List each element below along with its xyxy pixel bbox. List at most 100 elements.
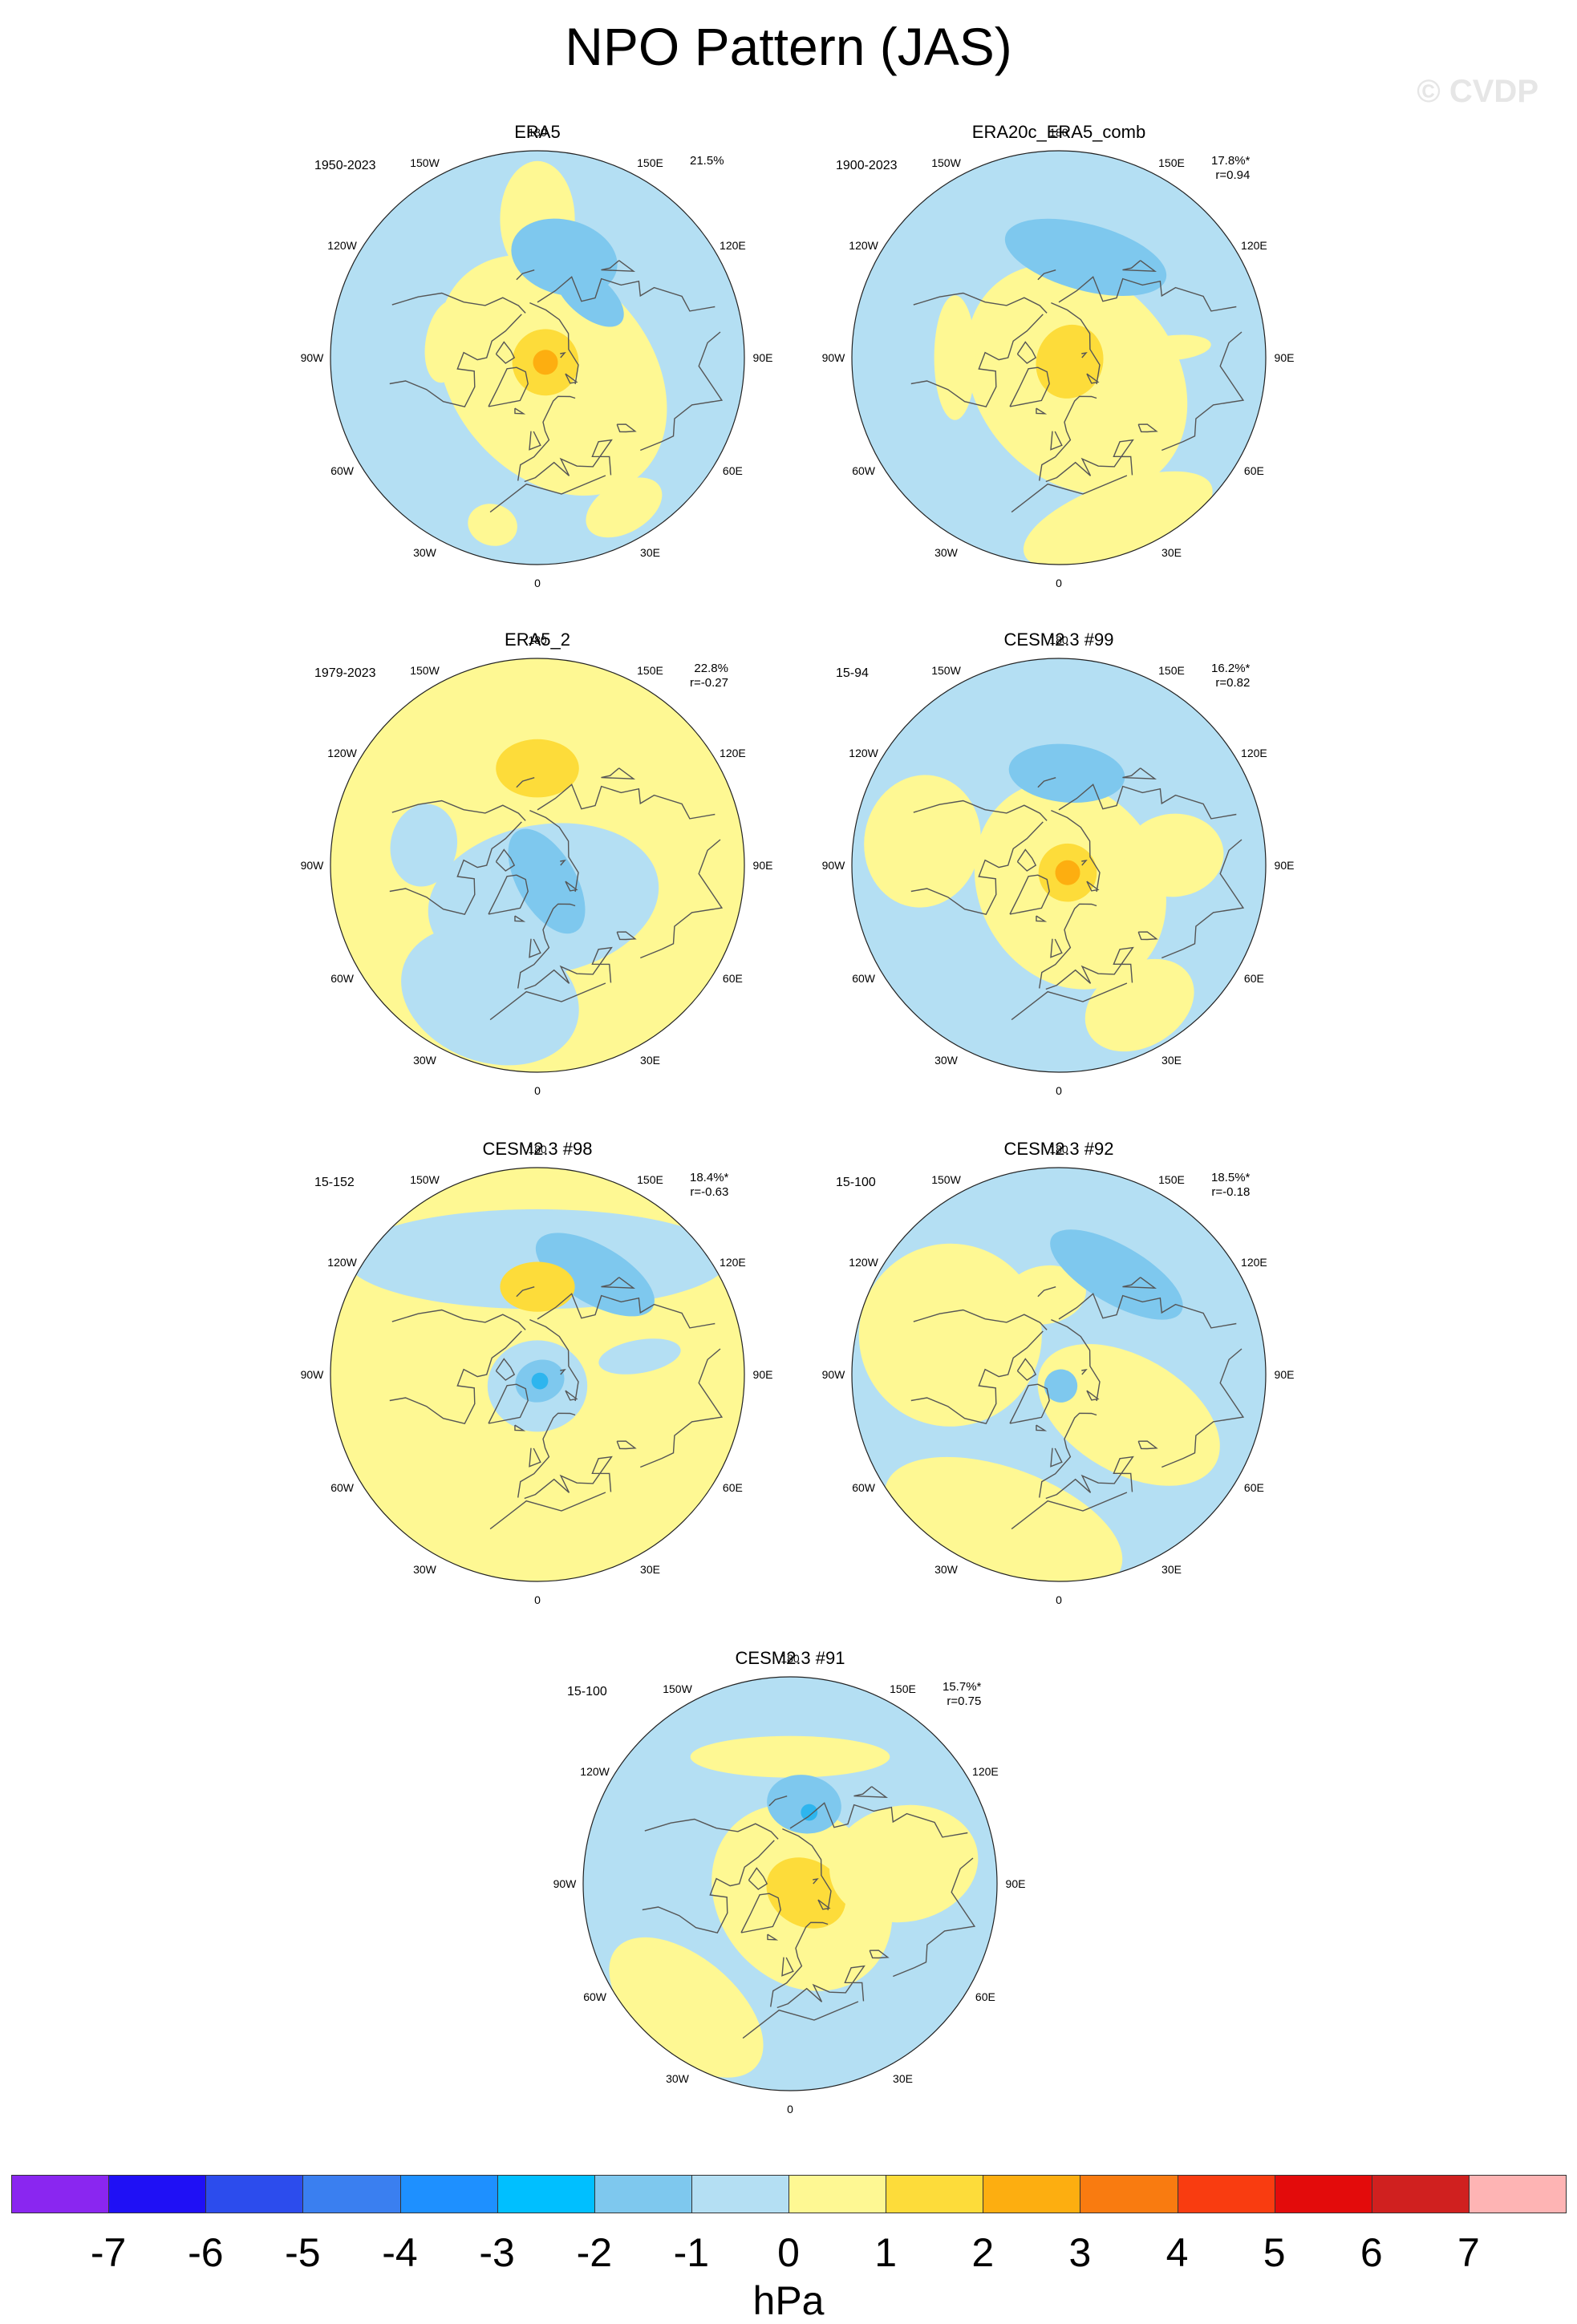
pattern-correlation: r=0.82 — [1215, 676, 1251, 690]
colorbar-tick-label: 4 — [1166, 2230, 1189, 2275]
coastline — [1050, 1447, 1063, 1468]
meridian-label: 0 — [1056, 1084, 1062, 1097]
coastline — [565, 881, 578, 892]
coastline — [389, 821, 522, 916]
panel-title: CESM2.3 #98 — [482, 1139, 593, 1159]
coastline — [616, 1440, 637, 1450]
meridian-label: 90W — [300, 351, 324, 364]
panel-period: 15-94 — [836, 666, 869, 680]
polar-map — [851, 658, 1267, 1073]
coastline — [1081, 859, 1088, 866]
meridian-label: 180 — [1049, 126, 1068, 139]
coastline — [529, 431, 541, 451]
positive-anomaly — [766, 1857, 846, 1929]
coastline — [560, 859, 566, 866]
coastline — [1011, 982, 1128, 1021]
meridian-label: 90E — [1274, 351, 1295, 364]
panel-title: ERA20c_ERA5_comb — [971, 122, 1146, 142]
pattern-correlation: r=-0.18 — [1211, 1185, 1251, 1199]
colorbar-swatch — [691, 2175, 789, 2213]
coastline — [1161, 1348, 1245, 1468]
meridian-label: 60E — [722, 1480, 743, 1494]
negative-anomaly — [598, 1338, 681, 1375]
positive-anomaly — [690, 1735, 890, 1778]
coastline — [1036, 1424, 1048, 1431]
colorbar-swatch — [1177, 2175, 1275, 2213]
meridian-label: 30W — [934, 1563, 958, 1577]
meridian-label: 60W — [852, 1480, 875, 1494]
coastline — [565, 1390, 578, 1401]
coastline — [489, 475, 606, 513]
meridian-label: 60E — [1243, 1480, 1264, 1494]
meridian-label: 90W — [821, 351, 845, 364]
map-border — [851, 658, 1267, 1073]
coastline — [1016, 1358, 1037, 1381]
colorbar-swatch — [788, 2175, 887, 2213]
coastline — [517, 1412, 576, 1498]
coastline — [640, 1348, 724, 1468]
coastline — [1050, 431, 1063, 451]
negative-anomaly — [801, 1804, 818, 1821]
coastline — [1137, 423, 1158, 433]
meridian-label: 180 — [1049, 1143, 1068, 1156]
coastline — [1037, 777, 1056, 788]
colorbar-tick-label: 6 — [1360, 2230, 1383, 2275]
colorbar-swatch — [594, 2175, 692, 2213]
positive-anomaly — [934, 295, 976, 420]
variance-percent: 15.7%* — [943, 1680, 982, 1694]
coastline — [1122, 260, 1157, 272]
polar-map — [330, 1167, 745, 1582]
coastline — [488, 366, 529, 407]
meridian-label: 180 — [1049, 634, 1068, 646]
meridian-label: 120W — [327, 746, 357, 759]
positive-anomaly — [609, 1937, 764, 2078]
colorbar — [11, 2175, 1567, 2215]
colorbar-tick-label: 5 — [1263, 2230, 1286, 2275]
meridian-label: 60W — [852, 971, 875, 985]
colorbar-tick-label: 1 — [874, 2230, 897, 2275]
panel-stats: 18.5%* r=-0.18 — [1211, 1171, 1250, 1200]
coastline — [516, 1286, 535, 1298]
coastline — [495, 848, 516, 872]
meridian-label: 30E — [640, 546, 660, 560]
meridian-label: 120W — [327, 1255, 357, 1269]
polar-map — [851, 1167, 1267, 1582]
coastline — [1016, 848, 1037, 872]
coastline — [495, 341, 516, 364]
colorbar-tick-label: -4 — [382, 2230, 418, 2275]
coastline — [391, 292, 526, 314]
variance-percent: 18.5%* — [1211, 1171, 1251, 1184]
coastline — [1122, 1277, 1157, 1289]
meridian-label: 120E — [972, 1764, 999, 1778]
coastline — [560, 351, 566, 358]
coastline — [514, 407, 526, 415]
coastline — [1081, 1368, 1088, 1375]
meridian-label: 120E — [1241, 238, 1267, 252]
meridian-label: 120W — [327, 238, 357, 252]
meridian-label: 30E — [1161, 1054, 1182, 1067]
colorbar-swatch — [205, 2175, 304, 2213]
positive-anomaly — [468, 504, 517, 546]
coastline — [537, 1293, 716, 1329]
meridian-label: 150E — [637, 1172, 663, 1186]
panel-period: 1979-2023 — [314, 666, 376, 680]
meridian-label: 60E — [722, 971, 743, 985]
meridian-label: 30E — [893, 2072, 913, 2086]
coastline — [489, 982, 606, 1021]
coastline — [601, 260, 636, 272]
polar-map — [330, 150, 745, 565]
map-panel: ERA5_2 1979-2023 22.8% r=-0.27 180 150E 120E 90… — [289, 630, 786, 1111]
polar-map — [851, 150, 1267, 565]
colorbar-swatch — [399, 2175, 498, 2213]
meridian-label: 150E — [637, 663, 663, 677]
coastline — [565, 373, 578, 384]
meridian-label: 120W — [849, 746, 878, 759]
positive-anomaly — [1023, 471, 1213, 565]
coastline — [1036, 407, 1048, 415]
meridian-label: 150E — [890, 1682, 916, 1695]
coastline — [1011, 475, 1128, 513]
map-panel: CESM2.3 #91 15-100 15.7%* r=0.75 180 150E 120E… — [541, 1648, 1039, 2129]
map-panel: CESM2.3 #92 15-100 18.5%* r=-0.18 180 150E 120… — [810, 1139, 1307, 1620]
positive-anomaly — [533, 350, 558, 375]
coastline — [1045, 946, 1134, 990]
